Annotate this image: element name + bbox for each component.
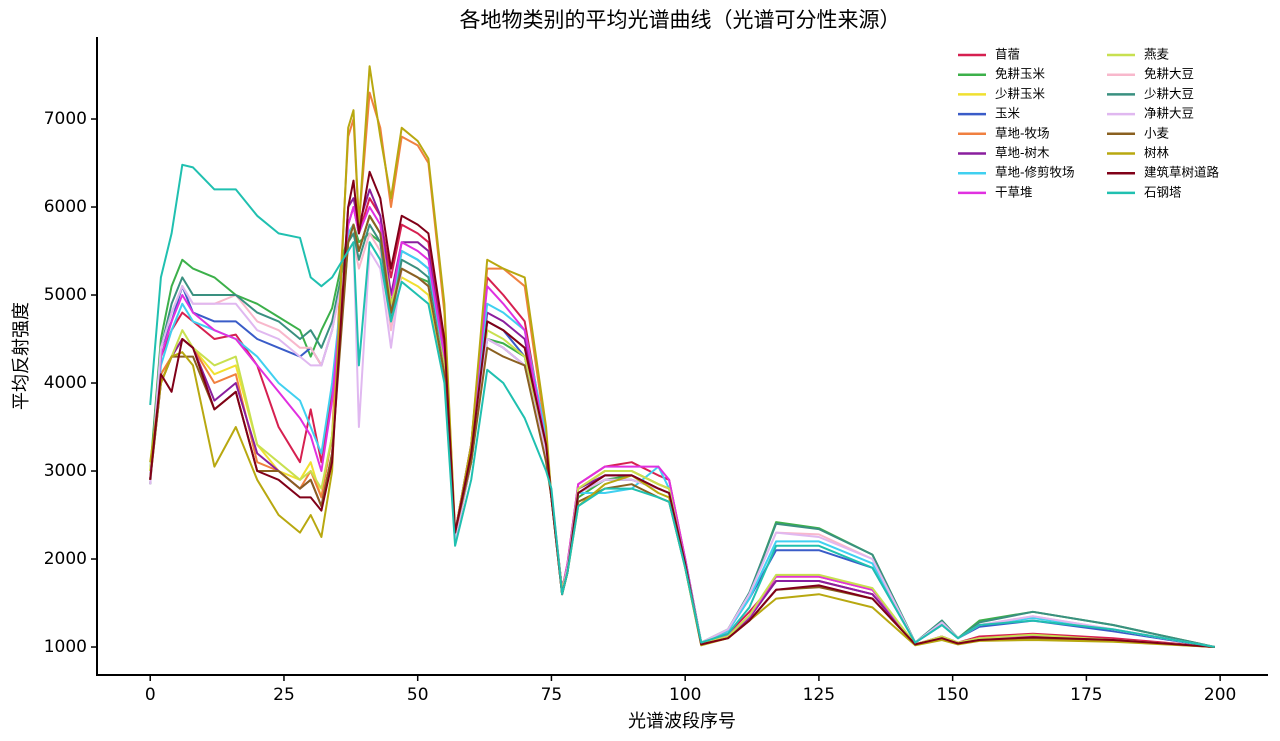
x-tick-label: 150 [936, 685, 968, 705]
x-axis-label: 光谱波段序号 [628, 711, 736, 732]
series-line [149, 65, 1215, 648]
x-tick-label: 100 [669, 685, 701, 705]
legend-label: 草地-树木 [995, 145, 1050, 160]
legend-label: 少耕玉米 [995, 86, 1046, 101]
y-tick-label: 7000 [44, 109, 87, 129]
series-line [149, 214, 1215, 648]
series-line [149, 214, 1215, 648]
y-tick-label: 3000 [44, 461, 87, 481]
y-tick-label: 5000 [44, 285, 87, 305]
series-line [149, 214, 1215, 648]
y-tick-label: 6000 [44, 197, 87, 217]
legend-label: 草地-牧场 [995, 125, 1050, 140]
legend-label: 建筑草树道路 [1144, 165, 1220, 180]
series-line [149, 214, 1215, 648]
x-tick-label: 50 [407, 685, 429, 705]
series-line [149, 206, 1215, 648]
legend-label: 草地-修剪牧场 [995, 165, 1075, 180]
legend-label: 玉米 [995, 106, 1021, 121]
y-axis-label: 平均反射强度 [11, 302, 32, 410]
series-line [149, 241, 1215, 648]
legend-label: 免耕玉米 [995, 66, 1046, 81]
x-tick-label: 25 [273, 685, 295, 705]
x-tick-label: 175 [1070, 685, 1102, 705]
y-tick-label: 2000 [44, 549, 87, 569]
legend-label: 净耕大豆 [1144, 106, 1194, 121]
legend-label: 小麦 [1144, 125, 1170, 140]
series-line [149, 170, 1215, 648]
y-tick-label: 1000 [44, 637, 87, 657]
legend-label: 干草堆 [995, 184, 1033, 199]
x-tick-label: 125 [803, 685, 835, 705]
y-tick-label: 4000 [44, 373, 87, 393]
legend-label: 燕麦 [1144, 47, 1170, 62]
legend-label: 免耕大豆 [1144, 66, 1194, 81]
legend-label: 苜蓿 [995, 47, 1020, 62]
x-tick-label: 200 [1204, 685, 1236, 705]
x-tick-label: 0 [145, 685, 156, 705]
chart-title: 各地物类别的平均光谱曲线（光谱可分性来源） [460, 8, 901, 32]
series-line [149, 214, 1215, 648]
legend-label: 树林 [1144, 145, 1170, 160]
legend-label: 少耕大豆 [1144, 86, 1194, 101]
x-tick-label: 75 [541, 685, 563, 705]
series-line [149, 163, 1215, 648]
legend-label: 石钢塔 [1144, 184, 1182, 199]
series-line [149, 232, 1215, 648]
